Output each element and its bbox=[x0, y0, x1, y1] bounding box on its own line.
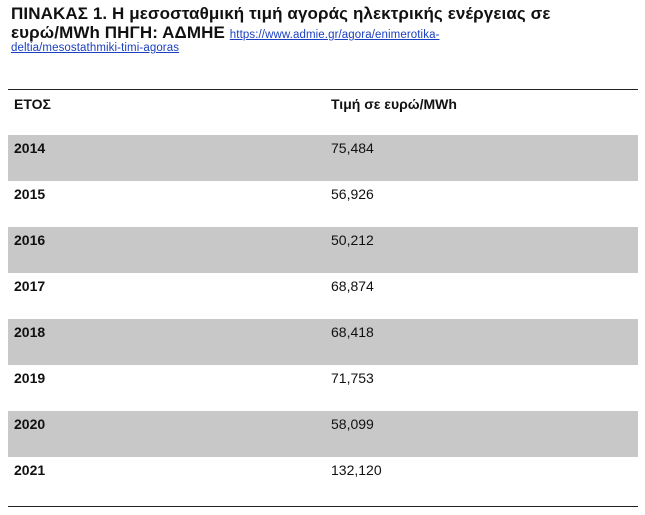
row-year: 2021 bbox=[14, 462, 46, 478]
row-price: 56,926 bbox=[331, 186, 374, 202]
caption-title-line1: ΠΙΝΑΚΑΣ 1. Η μεσοσταθμική τιμή αγοράς ηλ… bbox=[11, 4, 551, 23]
row-price: 75,484 bbox=[331, 140, 374, 156]
row-year: 2020 bbox=[14, 416, 46, 432]
row-price: 68,418 bbox=[331, 324, 374, 340]
row-price: 58,099 bbox=[331, 416, 374, 432]
row-price: 50,212 bbox=[331, 232, 374, 248]
row-year: 2018 bbox=[14, 324, 46, 340]
header-year: ΕΤΟΣ bbox=[14, 96, 51, 112]
row-year: 2019 bbox=[14, 370, 46, 386]
row-year: 2016 bbox=[14, 232, 46, 248]
row-price: 68,874 bbox=[331, 278, 374, 294]
caption-title-line2: ευρώ/MWh ΠΗΓΗ: ΑΔΜΗΕ bbox=[11, 23, 225, 42]
table-row: 2015 56,926 bbox=[8, 181, 638, 227]
table-caption: ΠΙΝΑΚΑΣ 1. Η μεσοσταθμική τιμή αγοράς ηλ… bbox=[11, 4, 636, 55]
header-price: Τιμή σε ευρώ/MWh bbox=[331, 96, 457, 112]
source-link[interactable]: https://www.admie.gr/agora/enimerotika- bbox=[229, 29, 440, 41]
table-body: 2014 75,484 2015 56,926 2016 50,212 2017 68,874… bbox=[8, 135, 638, 503]
table-row: 2021 132,120 bbox=[8, 457, 638, 503]
row-price: 71,753 bbox=[331, 370, 374, 386]
source-link-continued[interactable]: deltia/mesostathmiki-timi-agoras bbox=[11, 42, 180, 54]
row-year: 2014 bbox=[14, 140, 46, 156]
table-row: 2019 71,753 bbox=[8, 365, 638, 411]
table-row: 2017 68,874 bbox=[8, 273, 638, 319]
table-row: 2014 75,484 bbox=[8, 135, 638, 181]
table-row: 2020 58,099 bbox=[8, 411, 638, 457]
table-row: 2018 68,418 bbox=[8, 319, 638, 365]
table-bottom-rule bbox=[8, 506, 638, 507]
table-row: 2016 50,212 bbox=[8, 227, 638, 273]
row-year: 2017 bbox=[14, 278, 46, 294]
price-table: ΕΤΟΣ Τιμή σε ευρώ/MWh 2014 75,484 2015 56,9… bbox=[8, 89, 638, 503]
row-price: 132,120 bbox=[331, 462, 382, 478]
table-header-row: ΕΤΟΣ Τιμή σε ευρώ/MWh bbox=[8, 90, 638, 135]
caption-line2: ευρώ/MWh ΠΗΓΗ: ΑΔΜΗΕ https://www.admie.g… bbox=[11, 23, 636, 42]
row-year: 2015 bbox=[14, 186, 46, 202]
